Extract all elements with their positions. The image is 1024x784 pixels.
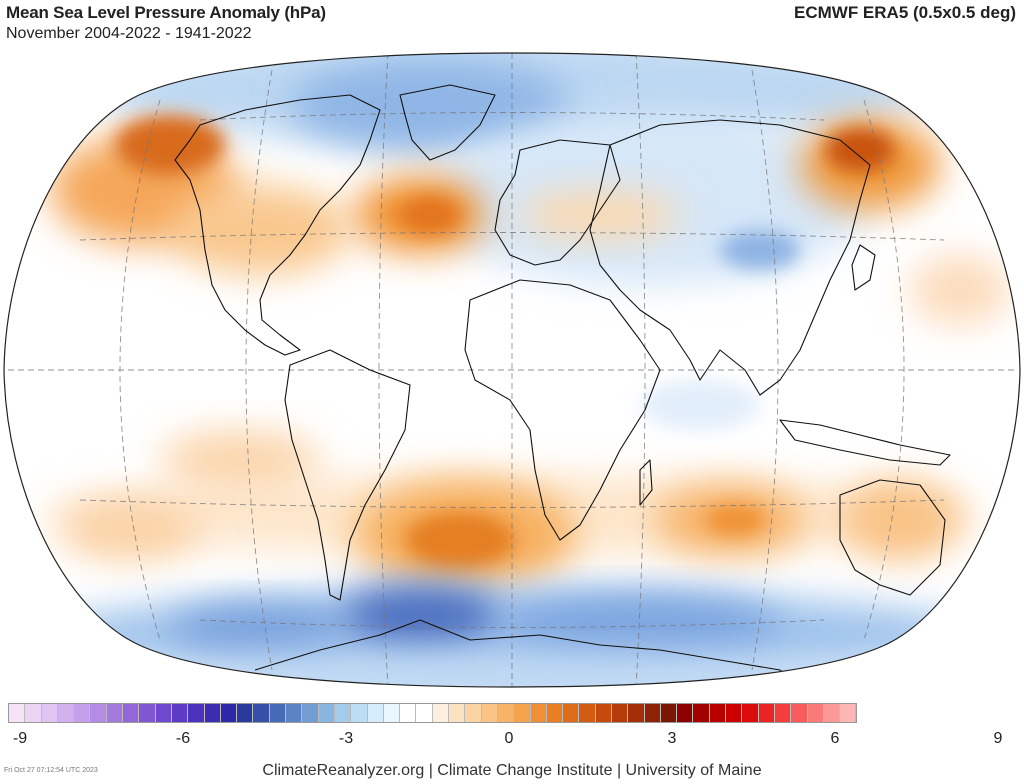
west-pacific-weak-high [910,255,1010,325]
colorbar-cell [823,704,841,722]
colorbar-cell [840,704,857,722]
world-anomaly-map [3,52,1021,688]
colorbar-cell [677,704,694,722]
colorbar-cell [155,704,172,722]
colorbar-cell [726,704,743,722]
tibet-low-anomaly [720,230,800,270]
colorbar-cell [530,704,547,722]
credits-label: ClimateReanalyzer.org | Climate Change I… [262,762,762,779]
indian-ocean-weak-low [640,380,760,430]
data-source-label: ECMWF ERA5 (0.5x0.5 deg) [794,3,1016,22]
colorbar [8,703,858,723]
colorbar-cell [660,704,678,722]
south-pacific-weak-high [160,430,320,490]
ross-sea-low [170,605,350,655]
colorbar-cell [220,704,238,722]
south-atlantic-high-core [405,512,515,568]
colorbar-cell [481,704,498,722]
graticule-lines [8,53,1016,687]
east-siberia-high-core [825,128,895,172]
colorbar-cell [106,704,124,722]
colorbar-cell [25,704,42,722]
colorbar-cell [204,704,221,722]
colorbar-tick-label: -9 [12,730,28,747]
colorbar-cell [709,704,727,722]
weddell-sea-low-core [340,585,500,645]
new-zealand-outline [964,584,986,616]
madagascar-outline [639,459,653,506]
colorbar-cell [465,704,482,722]
colorbar-tick-label: 3 [667,730,677,747]
colorbar-cell [595,704,612,722]
colorbar-cell [400,704,417,722]
colorbar-tick-label: 0 [504,730,514,747]
colorbar-cell [432,704,450,722]
colorbar-cell [791,704,808,722]
colorbar-cell [628,704,645,722]
greenland-low-anomaly [290,60,570,150]
north-america-outline [174,94,381,356]
colorbar-cell [188,704,205,722]
colorbar-tick-label: -3 [338,730,354,747]
colorbar-cell [383,704,401,722]
colorbar-cell [57,704,75,722]
southeast-pacific-weak-high [60,500,200,560]
colorbar-cell [449,704,466,722]
colorbar-cell [9,704,26,722]
colorbar-cell [416,704,433,722]
north-atlantic-high-core [400,197,460,233]
tasman-high-anomaly [840,480,960,560]
colorbar-cell [563,704,580,722]
colorbar-cell [253,704,270,722]
australia-outline [839,479,946,596]
maritime-continent-outline [779,419,951,466]
colorbar-cell [90,704,107,722]
central-asia-weak-high [520,190,680,240]
asia-outline [589,119,871,396]
colorbar-cell [774,704,792,722]
coastlines [174,84,986,687]
colorbar-cell [497,704,515,722]
colorbar-cell [334,704,352,722]
colorbar-cell [302,704,319,722]
colorbar-cell [269,704,287,722]
colorbar-tick-label: 6 [830,730,840,747]
colorbar-cell [286,704,303,722]
japan-outline [851,244,876,291]
gulf-of-alaska-high-core [115,115,225,175]
colorbar-cell [546,704,564,722]
colorbar-tick-label: -6 [175,730,191,747]
timestamp-label: Fri Oct 27 07:12:54 UTC 2023 [4,767,98,774]
colorbar-tick-label: 9 [993,730,1003,747]
colorbar-cell [171,704,189,722]
colorbar-cell [139,704,156,722]
colorbar-cell [41,704,58,722]
colorbar-cell [758,704,775,722]
greenland-outline [399,84,496,161]
colorbar-cell [318,704,335,722]
colorbar-cell [579,704,596,722]
colorbar-cell [742,704,759,722]
antarctic-interior-low [62,655,962,687]
colorbar-cell [644,704,661,722]
map-subtitle: November 2004-2022 - 1941-2022 [6,25,252,42]
colorbar-cell [351,704,368,722]
colorbar-cell [807,704,824,722]
colorbar-cell [514,704,531,722]
colorbar-cell [611,704,629,722]
map-title: Mean Sea Level Pressure Anomaly (hPa) [6,3,326,22]
colorbar-cell [74,704,91,722]
colorbar-cell [693,704,710,722]
north-america-high-anomaly [170,185,350,275]
antarctica-outline [254,619,801,687]
south-america-outline [284,349,411,601]
africa-outline [464,279,661,541]
south-indian-high-core [705,505,765,535]
colorbar-cell [123,704,140,722]
colorbar-cell [367,704,384,722]
colorbar-cell [237,704,254,722]
